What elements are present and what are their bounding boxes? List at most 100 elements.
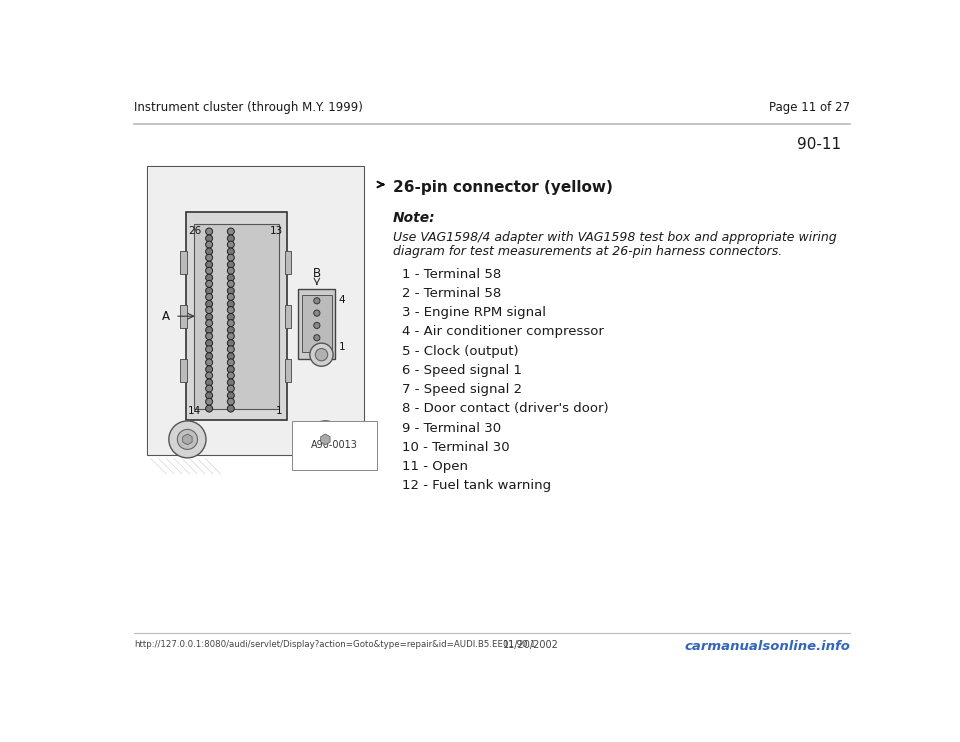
Text: carmanualsonline.info: carmanualsonline.info — [684, 640, 850, 654]
Circle shape — [228, 314, 234, 321]
Text: 11/20/2002: 11/20/2002 — [503, 640, 559, 650]
Text: 12 - Fuel tank warning: 12 - Fuel tank warning — [402, 479, 551, 493]
Text: 11 - Open: 11 - Open — [402, 460, 468, 473]
Circle shape — [205, 314, 212, 321]
Bar — [302, 295, 331, 352]
Text: diagram for test measurements at 26-pin harness connectors.: diagram for test measurements at 26-pin … — [393, 245, 782, 257]
Text: 5 - Clock (output): 5 - Clock (output) — [402, 345, 518, 358]
Circle shape — [228, 280, 234, 287]
Circle shape — [228, 340, 234, 347]
Circle shape — [228, 392, 234, 399]
Circle shape — [205, 241, 212, 248]
Circle shape — [228, 248, 234, 255]
Circle shape — [228, 359, 234, 366]
Text: Instrument cluster (through M.Y. 1999): Instrument cluster (through M.Y. 1999) — [134, 101, 363, 114]
Circle shape — [228, 235, 234, 242]
Circle shape — [205, 398, 212, 405]
Circle shape — [314, 335, 320, 341]
Circle shape — [178, 430, 198, 450]
Circle shape — [228, 301, 234, 307]
Text: Page 11 of 27: Page 11 of 27 — [769, 101, 850, 114]
Circle shape — [205, 359, 212, 366]
Circle shape — [205, 287, 212, 295]
Circle shape — [205, 306, 212, 313]
Circle shape — [205, 392, 212, 399]
Circle shape — [315, 349, 327, 361]
Text: 3 - Engine RPM signal: 3 - Engine RPM signal — [402, 306, 546, 319]
Text: 90-11: 90-11 — [797, 137, 841, 152]
Text: 26: 26 — [188, 226, 202, 236]
Circle shape — [205, 261, 212, 268]
Text: 1 - Terminal 58: 1 - Terminal 58 — [402, 268, 501, 280]
Text: 4: 4 — [339, 295, 346, 306]
Circle shape — [205, 326, 212, 333]
Polygon shape — [182, 434, 192, 444]
Circle shape — [314, 310, 320, 316]
Circle shape — [228, 398, 234, 405]
Bar — [285, 251, 291, 274]
Circle shape — [205, 332, 212, 340]
Bar — [285, 305, 291, 328]
Circle shape — [228, 332, 234, 340]
Circle shape — [228, 405, 234, 412]
Text: 4 - Air conditioner compressor: 4 - Air conditioner compressor — [402, 326, 604, 338]
Circle shape — [205, 385, 212, 392]
Circle shape — [314, 298, 320, 304]
Text: 26-pin connector (yellow): 26-pin connector (yellow) — [393, 180, 612, 195]
Bar — [194, 224, 278, 409]
Circle shape — [228, 379, 234, 386]
Text: 2 - Terminal 58: 2 - Terminal 58 — [402, 287, 501, 300]
Text: Use VAG1598/4 adapter with VAG1598 test box and appropriate wiring: Use VAG1598/4 adapter with VAG1598 test … — [393, 231, 836, 243]
Bar — [186, 212, 287, 420]
Circle shape — [310, 343, 333, 367]
Text: A: A — [162, 309, 170, 323]
Circle shape — [228, 326, 234, 333]
Circle shape — [205, 275, 212, 281]
Circle shape — [205, 248, 212, 255]
Circle shape — [205, 294, 212, 301]
Text: 1: 1 — [276, 407, 283, 416]
Circle shape — [228, 275, 234, 281]
Text: 10 - Terminal 30: 10 - Terminal 30 — [402, 441, 510, 454]
Circle shape — [205, 372, 212, 379]
Circle shape — [228, 372, 234, 379]
Circle shape — [205, 405, 212, 412]
Circle shape — [205, 379, 212, 386]
Circle shape — [169, 421, 206, 458]
Text: http://127.0.0.1:8080/audi/servlet/Display?action=Goto&type=repair&id=AUDI.B5.EE: http://127.0.0.1:8080/audi/servlet/Displ… — [134, 640, 536, 649]
Circle shape — [205, 320, 212, 326]
Bar — [180, 305, 187, 328]
Text: 6 - Speed signal 1: 6 - Speed signal 1 — [402, 364, 522, 377]
Bar — [148, 167, 363, 454]
Bar — [147, 166, 364, 455]
Text: 1: 1 — [339, 342, 346, 352]
Bar — [285, 358, 291, 381]
Text: Note:: Note: — [393, 211, 436, 225]
Circle shape — [228, 366, 234, 372]
Circle shape — [205, 346, 212, 352]
Circle shape — [228, 267, 234, 275]
Circle shape — [205, 352, 212, 360]
Text: 14: 14 — [188, 407, 202, 416]
Circle shape — [205, 366, 212, 372]
Bar — [299, 289, 335, 358]
Circle shape — [228, 306, 234, 313]
Circle shape — [228, 261, 234, 268]
Bar — [180, 251, 187, 274]
Circle shape — [228, 287, 234, 295]
Circle shape — [205, 228, 212, 235]
Circle shape — [205, 235, 212, 242]
Circle shape — [228, 255, 234, 261]
Circle shape — [307, 421, 344, 458]
Circle shape — [228, 320, 234, 326]
Circle shape — [205, 280, 212, 287]
Circle shape — [205, 301, 212, 307]
Circle shape — [314, 322, 320, 329]
Circle shape — [228, 352, 234, 360]
Circle shape — [228, 241, 234, 248]
Text: B: B — [313, 267, 321, 280]
Polygon shape — [321, 434, 330, 444]
Circle shape — [205, 255, 212, 261]
Text: 9 - Terminal 30: 9 - Terminal 30 — [402, 421, 501, 435]
Bar — [180, 358, 187, 381]
